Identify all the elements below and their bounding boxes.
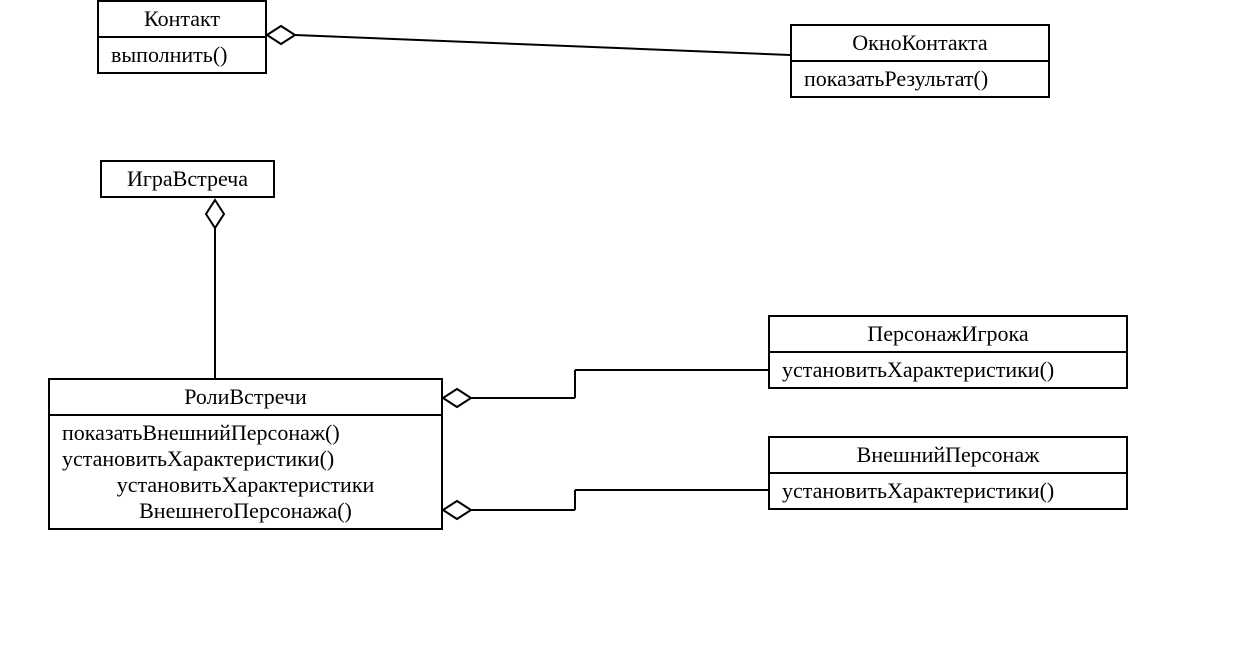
method: установитьХарактеристики xyxy=(62,472,429,498)
class-external-character: ВнешнийПерсонаж установитьХарактеристики… xyxy=(768,436,1128,510)
method: показатьВнешнийПерсонаж() xyxy=(62,420,429,446)
association-line xyxy=(295,35,790,55)
method: установитьХарактеристики() xyxy=(782,478,1114,504)
class-methods: показатьРезультат() xyxy=(792,62,1048,96)
class-methods: показатьВнешнийПерсонаж() установитьХара… xyxy=(50,416,441,528)
class-contact: Контакт выполнить() xyxy=(97,0,267,74)
aggregation-diamond xyxy=(443,389,471,407)
class-methods: выполнить() xyxy=(99,38,265,72)
method: установитьХарактеристики() xyxy=(62,446,429,472)
class-title: ИграВстреча xyxy=(102,162,273,196)
method: выполнить() xyxy=(111,42,253,68)
class-encounter-roles: РолиВстречи показатьВнешнийПерсонаж() ус… xyxy=(48,378,443,530)
class-title: РолиВстречи xyxy=(50,380,441,416)
class-methods: установитьХарактеристики() xyxy=(770,474,1126,508)
aggregation-diamond xyxy=(443,501,471,519)
class-title: ПерсонажИгрока xyxy=(770,317,1126,353)
class-player-character: ПерсонажИгрока установитьХарактеристики(… xyxy=(768,315,1128,389)
aggregation-diamond xyxy=(267,26,295,44)
class-game-encounter: ИграВстреча xyxy=(100,160,275,198)
method: установитьХарактеристики() xyxy=(782,357,1114,383)
class-title: ВнешнийПерсонаж xyxy=(770,438,1126,474)
class-methods: установитьХарактеристики() xyxy=(770,353,1126,387)
aggregation-diamond xyxy=(206,200,224,228)
method: ВнешнегоПерсонажа() xyxy=(62,498,429,524)
method: показатьРезультат() xyxy=(804,66,1036,92)
class-contact-window: ОкноКонтакта показатьРезультат() xyxy=(790,24,1050,98)
class-title: Контакт xyxy=(99,2,265,38)
class-title: ОкноКонтакта xyxy=(792,26,1048,62)
